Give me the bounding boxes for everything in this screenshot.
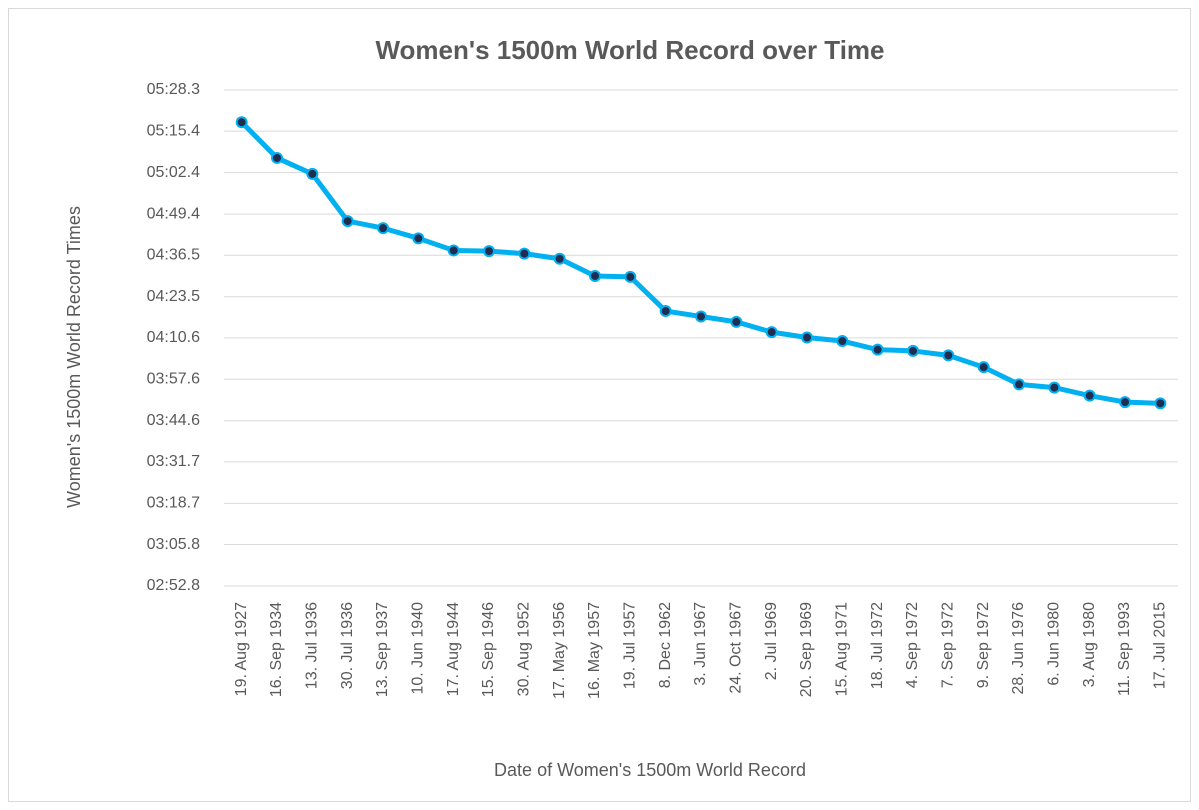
x-axis-title: Date of Women's 1500m World Record [494, 760, 806, 780]
marker [589, 269, 601, 282]
marker [1083, 389, 1096, 402]
marker [907, 344, 919, 357]
y-tick-label: 03:44.6 [147, 412, 200, 429]
y-tick-label: 04:49.4 [147, 205, 200, 222]
x-tick-label: 3. Jun 1967 [692, 602, 709, 686]
x-tick-label: 24. Oct 1967 [728, 602, 745, 694]
marker [765, 326, 778, 339]
marker [801, 331, 813, 344]
marker [977, 361, 990, 374]
x-tick-label: 18. Jul 1972 [869, 602, 886, 689]
x-tick-label: 30. Aug 1952 [516, 602, 533, 696]
marker [447, 244, 460, 257]
marker [871, 343, 884, 356]
marker [942, 349, 955, 362]
x-tick-label: 28. Jun 1976 [1010, 602, 1027, 695]
x-tick-label: 11. Sep 1993 [1116, 602, 1133, 696]
marker [306, 167, 319, 180]
marker [271, 151, 283, 164]
x-tick-label: 13. Jul 1936 [304, 602, 321, 689]
y-tick-label: 04:36.5 [147, 246, 200, 263]
marker [695, 310, 707, 323]
marker [624, 270, 637, 283]
y-tick-label: 04:23.5 [147, 288, 200, 305]
x-tick-label: 8. Dec 1962 [657, 602, 674, 688]
x-tick-label: 15. Aug 1971 [834, 602, 851, 696]
x-tick-label: 17. Aug 1944 [445, 602, 462, 696]
y-tick-label: 05:28.3 [147, 81, 200, 98]
x-tick-label: 16. May 1957 [586, 602, 603, 699]
y-axis-title: Women's 1500m World Record Times [64, 206, 84, 508]
marker [412, 232, 425, 245]
x-tick-label: 19. Aug 1927 [233, 602, 250, 696]
x-tick-label: 17. Jul 2015 [1152, 602, 1169, 689]
x-tick-label: 20. Sep 1969 [798, 602, 815, 697]
marker [341, 215, 354, 228]
x-tick-label: 3. Aug 1980 [1081, 602, 1098, 688]
x-tick-label: 2. Jul 1969 [763, 602, 780, 680]
x-tick-label: 17. May 1956 [551, 602, 568, 699]
y-tick-label: 05:15.4 [147, 122, 200, 139]
marker [1013, 378, 1025, 391]
y-tick-label: 03:05.8 [147, 536, 200, 553]
marker [1154, 397, 1167, 410]
marker [553, 252, 566, 265]
marker [377, 222, 389, 235]
x-tick-label: 10. Jun 1940 [410, 602, 427, 695]
marker [730, 315, 743, 328]
y-tick-label: 03:18.7 [147, 495, 200, 512]
y-tick-label: 05:02.4 [147, 164, 200, 181]
y-tick-label: 02:52.8 [147, 577, 200, 594]
x-tick-label: 4. Sep 1972 [904, 602, 921, 688]
x-tick-label: 19. Jul 1957 [622, 602, 639, 689]
x-tick-label: 9. Sep 1972 [975, 602, 992, 688]
x-tick-label: 6. Jun 1980 [1046, 602, 1063, 686]
marker [1048, 381, 1061, 394]
y-tick-label: 03:31.7 [147, 453, 200, 470]
x-tick-label: 15. Sep 1946 [480, 602, 497, 697]
chart-border [8, 8, 1191, 802]
marker [659, 305, 672, 318]
y-tick-label: 03:57.6 [147, 371, 200, 388]
x-tick-label: 30. Jul 1936 [339, 602, 356, 689]
y-tick-label: 04:10.6 [147, 329, 200, 346]
marker [483, 245, 495, 258]
x-tick-label: 7. Sep 1972 [940, 602, 957, 688]
marker [518, 247, 531, 260]
marker [1119, 396, 1131, 409]
marker [235, 116, 248, 129]
marker [836, 335, 849, 348]
x-tick-label: 13. Sep 1937 [374, 602, 391, 697]
x-tick-label: 16. Sep 1934 [268, 602, 285, 697]
chart-title: Women's 1500m World Record over Time [375, 35, 884, 65]
